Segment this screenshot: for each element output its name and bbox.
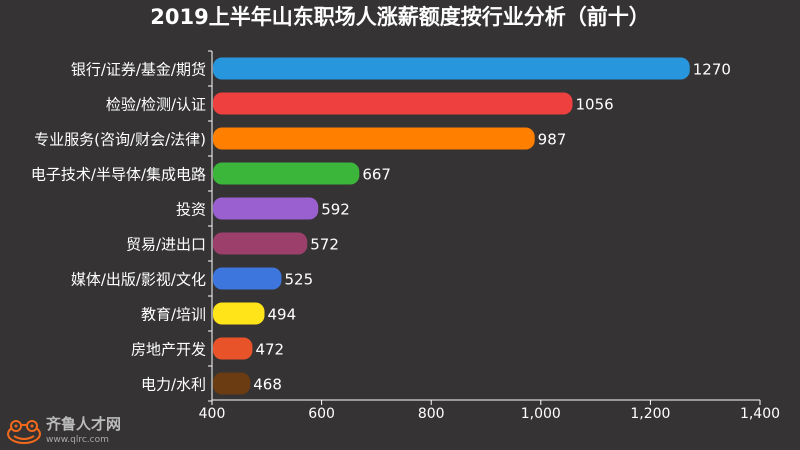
x-tick-label: 1,000 <box>521 406 561 422</box>
x-tick-label: 600 <box>308 406 335 422</box>
category-label: 电力/水利 <box>141 376 206 394</box>
logo-name: 齐鲁人才网 <box>46 415 122 433</box>
x-tick-label: 800 <box>418 406 445 422</box>
category-label: 检验/检测/认证 <box>106 96 206 114</box>
category-label: 媒体/出版/影视/文化 <box>71 271 206 289</box>
logo-url: www.qlrc.com <box>46 435 109 445</box>
bar <box>213 302 265 325</box>
category-label: 银行/证券/基金/期货 <box>71 61 206 79</box>
category-label: 电子技术/半导体/集成电路 <box>31 166 206 184</box>
bar <box>213 232 308 255</box>
category-label: 教育/培训 <box>141 306 206 324</box>
x-tick-label: 1,400 <box>740 406 780 422</box>
bar <box>213 337 253 360</box>
data-label: 1056 <box>575 96 613 114</box>
data-label: 472 <box>255 341 284 359</box>
data-label: 525 <box>285 271 314 289</box>
bar <box>213 267 282 290</box>
data-label: 667 <box>362 166 391 184</box>
bar <box>213 127 535 150</box>
data-label: 572 <box>310 236 339 254</box>
logo: 齐鲁人才网 www.qlrc.com <box>6 416 156 448</box>
data-label: 494 <box>268 306 297 324</box>
bar <box>213 197 319 220</box>
chart-title: 2019上半年山东职场人涨薪额度按行业分析（前十） <box>150 5 650 29</box>
bar <box>213 57 690 80</box>
category-label: 投资 <box>176 201 206 219</box>
data-label: 592 <box>321 201 350 219</box>
category-label: 专业服务(咨询/财会/法律) <box>34 131 206 149</box>
data-label: 987 <box>538 131 567 149</box>
bar <box>213 162 360 185</box>
category-label: 房地产开发 <box>131 341 206 359</box>
data-label: 468 <box>253 376 282 394</box>
x-tick-label: 1,200 <box>630 406 670 422</box>
frog-logo-icon <box>7 420 41 444</box>
x-tick-label: 400 <box>199 406 226 422</box>
bar <box>213 372 251 395</box>
category-label: 贸易/进出口 <box>126 236 206 254</box>
data-label: 1270 <box>693 61 731 79</box>
bar <box>213 92 573 115</box>
